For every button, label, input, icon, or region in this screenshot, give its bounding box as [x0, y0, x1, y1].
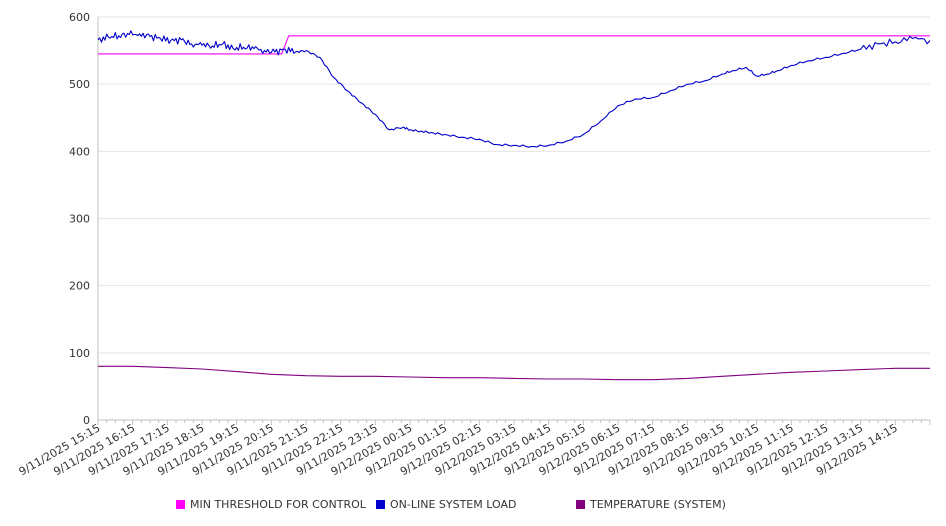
legend-swatch [576, 500, 585, 509]
grid-lines [98, 16, 930, 354]
legend-label: MIN THRESHOLD FOR CONTROL [190, 498, 366, 511]
x-axis-ticks: 9/11/2025 15:159/11/2025 16:159/11/2025 … [17, 420, 931, 478]
legend-item-temperature[interactable]: TEMPERATURE (SYSTEM) [576, 498, 726, 511]
series-line-temperature [98, 365, 930, 381]
legend-label: TEMPERATURE (SYSTEM) [590, 498, 726, 511]
legend-item-min-threshold[interactable]: MIN THRESHOLD FOR CONTROL [176, 498, 366, 511]
legend: MIN THRESHOLD FOR CONTROL ON-LINE SYSTEM… [0, 498, 946, 514]
legend-swatch [376, 500, 385, 509]
series-line-min-threshold [98, 35, 930, 55]
y-tick-label: 200 [69, 280, 90, 293]
y-tick-label: 400 [69, 145, 90, 158]
legend-label: ON-LINE SYSTEM LOAD [390, 498, 517, 511]
y-axis-ticks: 0 100 200 300 400 500 600 [69, 11, 90, 427]
y-tick-label: 300 [69, 213, 90, 226]
series-line-system-load [97, 30, 931, 148]
y-tick-label: 0 [83, 414, 90, 427]
legend-swatch [176, 500, 185, 509]
y-tick-label: 600 [69, 11, 90, 24]
legend-item-system-load[interactable]: ON-LINE SYSTEM LOAD [376, 498, 516, 511]
series-lines [97, 30, 931, 381]
y-tick-label: 500 [69, 78, 90, 91]
y-tick-label: 100 [69, 347, 90, 360]
